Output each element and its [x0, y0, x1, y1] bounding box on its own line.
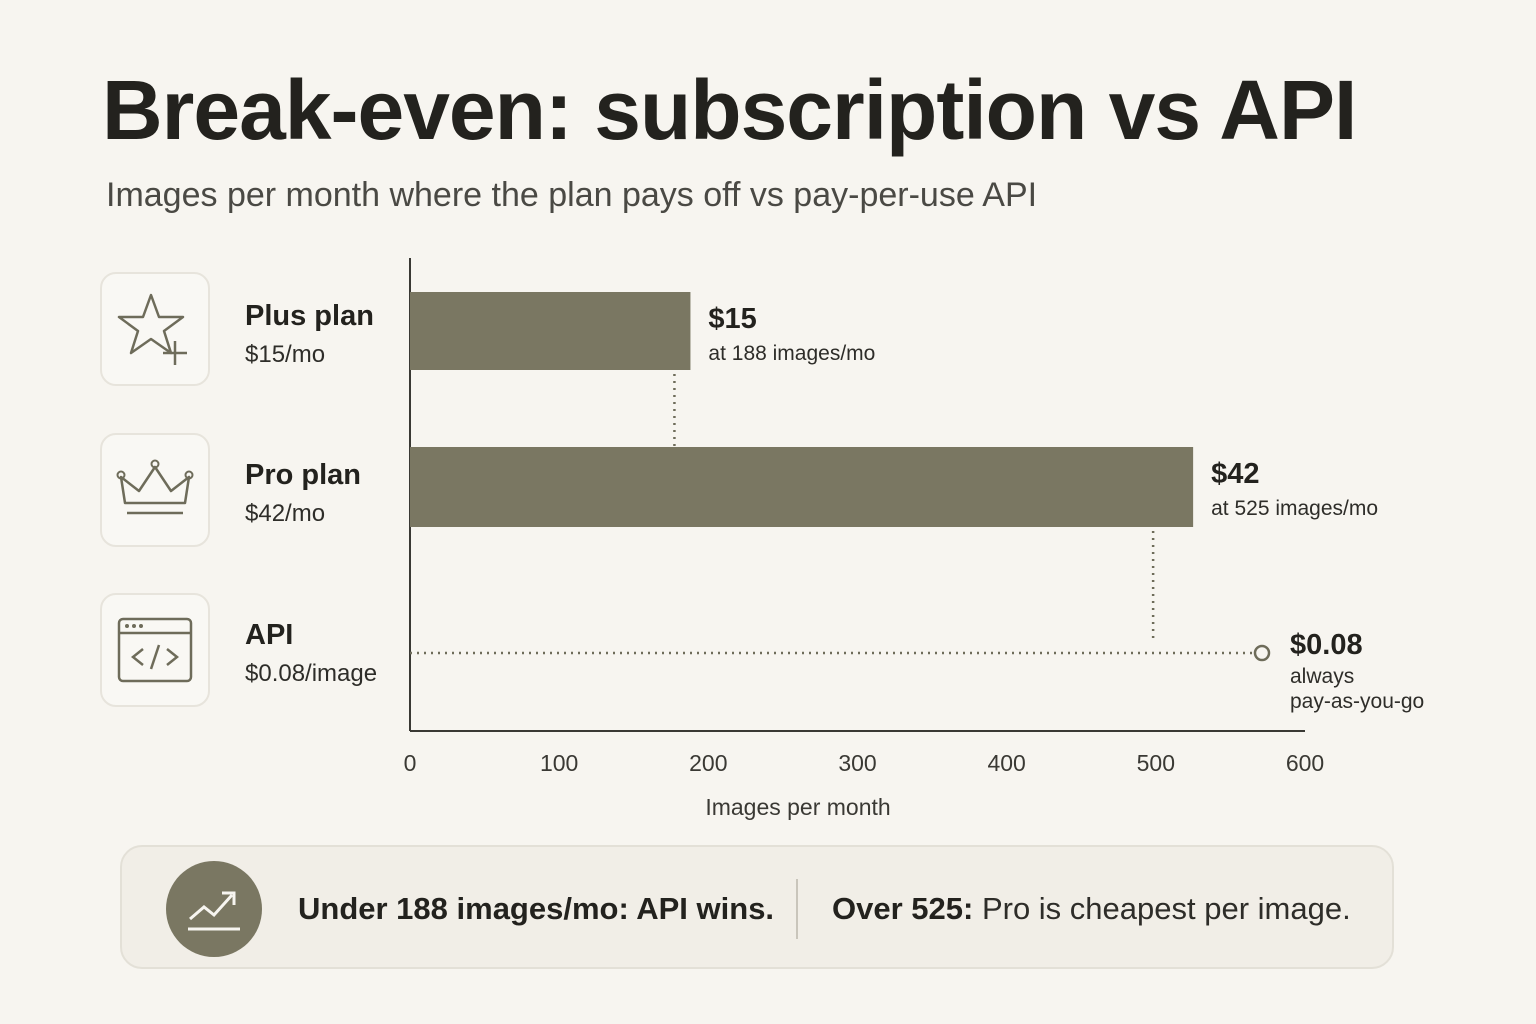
bar-value-label: $42 — [1211, 458, 1259, 490]
code-window-icon — [117, 617, 193, 683]
bar-note-label: at 525 images/mo — [1211, 497, 1378, 520]
summary-icon-circle — [166, 861, 262, 957]
crown-icon — [116, 459, 194, 515]
x-tick-label: 100 — [540, 750, 578, 776]
bar-pro — [410, 447, 1194, 527]
bar-plus — [410, 292, 691, 370]
chart-subtitle: Images per month where the plan pays off… — [106, 176, 1038, 214]
row-label-api: API $0.08/image — [245, 619, 377, 688]
summary-callout: Under 188 images/mo: API wins. Over 525:… — [120, 845, 1394, 969]
api-value-label: $0.08 — [1290, 629, 1363, 661]
summary-right-bold: Over 525: — [832, 891, 974, 926]
row-price: $42/mo — [245, 500, 326, 527]
chart-title: Break-even: subscription vs API — [102, 63, 1357, 157]
x-tick-label: 300 — [838, 750, 876, 776]
plus-plan-icon-card — [100, 272, 210, 386]
bar-value-label: $15 — [708, 303, 756, 335]
summary-left-text: Under 188 images/mo: API wins. — [298, 891, 775, 926]
row-name: Pro plan — [245, 459, 362, 491]
break-even-chart: 0 100 200 300 400 500 600 Images per month $15 at… — [404, 258, 1424, 820]
x-axis-label: Images per month — [705, 794, 890, 820]
bar-note-label: at 188 images/mo — [708, 342, 875, 365]
api-icon-card — [100, 593, 210, 707]
row-name: Plus plan — [245, 300, 374, 332]
api-note-label: pay-as-you-go — [1290, 690, 1424, 713]
trend-up-icon — [188, 891, 240, 931]
row-price: $15/mo — [245, 341, 326, 368]
x-tick-label: 500 — [1137, 750, 1175, 776]
row-price: $0.08/image — [245, 660, 378, 687]
x-tick-label: 200 — [689, 750, 727, 776]
summary-divider — [796, 879, 798, 939]
row-name: API — [245, 619, 294, 651]
star-plus-icon — [117, 293, 187, 365]
row-label-pro: Pro plan $42/mo — [245, 459, 361, 528]
summary-right-rest: Pro is cheapest per image. — [973, 891, 1351, 926]
x-tick-label: 600 — [1286, 750, 1324, 776]
row-label-plus: Plus plan $15/mo — [245, 300, 374, 369]
x-tick-label: 400 — [987, 750, 1025, 776]
summary-right-text: Over 525: Pro is cheapest per image. — [832, 891, 1351, 927]
api-note-label: always — [1290, 665, 1354, 688]
pro-plan-icon-card — [100, 433, 210, 547]
x-tick-label: 0 — [404, 750, 417, 776]
api-end-marker — [1253, 644, 1271, 662]
